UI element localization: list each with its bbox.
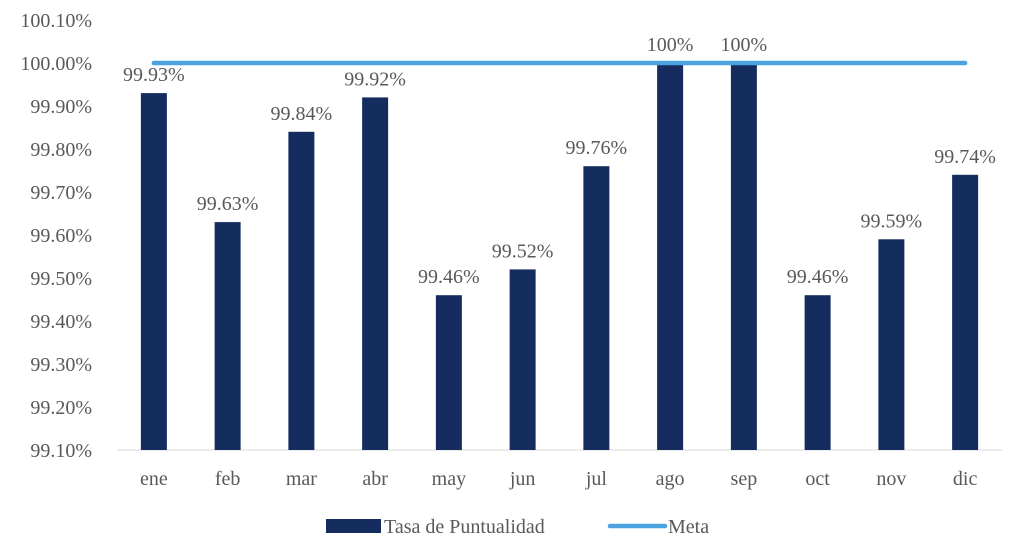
data-label: 99.92% [344, 68, 406, 90]
legend-label-line: Meta [668, 516, 709, 538]
y-tick-label: 100.00% [20, 53, 92, 75]
y-tick-label: 99.80% [30, 139, 92, 161]
bar [435, 295, 462, 450]
x-axis: ene feb mar abr may jun jul ago sep oct nov dic [117, 449, 1002, 490]
x-tick-label: sep [731, 468, 758, 490]
bar-series [140, 63, 979, 451]
x-tick-label: nov [876, 468, 906, 490]
bar [730, 63, 757, 450]
x-tick-label: ene [140, 468, 168, 490]
y-tick-label: 99.20% [30, 397, 92, 419]
bar [952, 174, 979, 451]
y-tick-label: 99.50% [30, 268, 92, 290]
x-tick-label: mar [286, 468, 317, 490]
bar [583, 166, 610, 450]
data-label: 99.63% [197, 193, 259, 215]
y-tick-label: 99.90% [30, 96, 92, 118]
legend: Tasa de Puntualidad Meta [326, 516, 709, 538]
data-label: 99.59% [861, 210, 923, 232]
data-label: 99.52% [492, 240, 554, 262]
data-label: 99.93% [123, 64, 185, 86]
x-tick-label: may [432, 468, 466, 490]
bar [804, 295, 831, 450]
data-label: 99.46% [418, 266, 480, 288]
x-tick-label: abr [362, 468, 388, 490]
x-tick-label: oct [805, 468, 830, 490]
bar [288, 131, 315, 451]
data-label: 99.46% [787, 266, 849, 288]
x-tick-label: jun [509, 468, 536, 490]
bar [362, 97, 389, 451]
bar [140, 93, 167, 450]
y-tick-label: 99.30% [30, 354, 92, 376]
bar [657, 63, 684, 450]
y-tick-label: 100.10% [20, 10, 92, 32]
bar [878, 239, 905, 450]
bar [509, 269, 536, 450]
y-axis: 99.10% 99.20% 99.30% 99.40% 99.50% 99.60% 99.7… [20, 10, 92, 462]
data-label: 100% [721, 34, 768, 56]
data-labels: 99.93% 99.63% 99.84% 99.92% 99.46% 99.52% 99.7… [123, 34, 996, 288]
y-tick-label: 99.60% [30, 225, 92, 247]
x-tick-label: jul [585, 468, 608, 490]
y-tick-label: 99.40% [30, 311, 92, 333]
data-label: 99.76% [566, 137, 628, 159]
data-label: 100% [647, 34, 694, 56]
x-tick-label: ago [656, 468, 685, 490]
y-tick-label: 99.70% [30, 182, 92, 204]
x-tick-label: dic [953, 468, 978, 490]
y-tick-label: 99.10% [30, 440, 92, 462]
x-tick-label: feb [215, 468, 241, 490]
bar [214, 222, 241, 450]
legend-label-bar: Tasa de Puntualidad [384, 516, 545, 538]
data-label: 99.74% [934, 146, 996, 168]
legend-swatch-bar [326, 519, 381, 533]
data-label: 99.84% [271, 103, 333, 125]
